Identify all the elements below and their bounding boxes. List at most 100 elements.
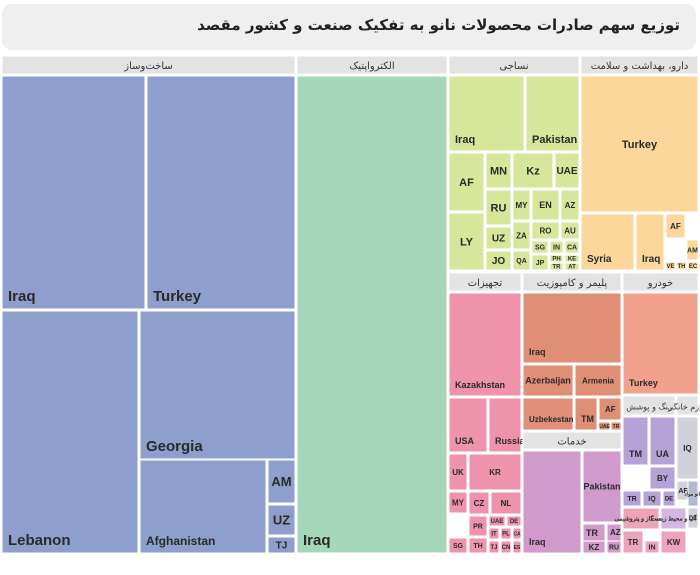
- tile-label: TR: [553, 265, 562, 271]
- tile-label: TR: [627, 496, 636, 503]
- treemap-tile-georgia-3: [140, 311, 295, 459]
- tile-label: CA: [513, 531, 521, 537]
- group-header-label: خودرو: [647, 278, 673, 289]
- treemap-tile-turkey-1: [147, 76, 295, 309]
- tile-label: IN: [649, 545, 656, 552]
- tile-label: AF: [605, 405, 616, 414]
- tile-label: AF: [670, 222, 681, 231]
- tile-label: KW: [667, 538, 681, 547]
- tile-label: RO: [540, 226, 552, 235]
- tile-label: PH: [552, 257, 560, 263]
- tile-label: TR: [628, 538, 639, 547]
- tile-label: نانو مواد: [684, 491, 700, 497]
- tile-label: CA: [567, 245, 577, 252]
- tile-label: Azerbaijan: [525, 376, 571, 386]
- tile-label: SG: [453, 543, 464, 550]
- tile-label: USA: [455, 436, 475, 446]
- tile-label: KR: [489, 468, 501, 477]
- tile-label: QA: [516, 258, 527, 265]
- tile-label: TH: [678, 264, 686, 270]
- tile-label: AM: [687, 248, 698, 255]
- tile-label: AZ: [610, 528, 621, 537]
- tile-label: KZ: [589, 543, 600, 552]
- tile-label: Armenia: [582, 376, 615, 385]
- tile-label: Russia: [495, 436, 526, 446]
- tile-label: IQ: [683, 444, 691, 453]
- tile-label: MY: [516, 201, 529, 210]
- tile-label: AZ: [565, 201, 576, 210]
- group-header-label: ساخت‌وساز: [123, 61, 173, 72]
- tile-label: TR: [586, 528, 598, 538]
- tile-label: IQ: [648, 496, 656, 503]
- tile-label: Uzbekestan: [529, 415, 574, 424]
- group-header-label: پلیمر و کامپوزیت: [537, 278, 608, 289]
- tile-label: IN: [553, 245, 560, 252]
- group-header-label: رنگ و پوشش: [626, 402, 672, 412]
- tile-label: JO: [492, 256, 506, 267]
- treemap-tile-uzbekestan-64: [523, 398, 573, 430]
- tile-label: AT: [568, 265, 576, 271]
- tile-label: Iraq: [529, 347, 546, 357]
- tile-label: BY: [657, 474, 669, 483]
- tile-label: Iraq: [455, 134, 475, 146]
- tile-label: TM: [629, 449, 642, 459]
- tile-label: Iraq: [642, 254, 660, 265]
- group-header-label: لوازم خانگی: [667, 402, 700, 412]
- tile-label: AF: [459, 177, 474, 189]
- tile-label: Georgia: [146, 438, 203, 455]
- tile-label: CN: [502, 545, 511, 551]
- tile-label: KE: [568, 257, 576, 263]
- tile-label: VE: [666, 264, 674, 270]
- tile-label: Iraq: [303, 532, 331, 549]
- tile-label: LY: [460, 236, 474, 248]
- tile-label: Iraq: [8, 288, 36, 305]
- tile-label: DE: [665, 497, 673, 503]
- tile-label: ZA: [516, 231, 527, 240]
- tile-label: Lebanon: [8, 532, 71, 549]
- tile-label: TM: [581, 414, 594, 424]
- tile-label: EN: [539, 200, 552, 210]
- tile-label: Turkey: [153, 288, 202, 305]
- tile-label: PR: [473, 524, 483, 531]
- group-header-label: دارو، بهداشت و سلامت: [591, 61, 689, 72]
- tile-label: MN: [490, 165, 507, 177]
- tile-label: Turkey: [622, 139, 658, 151]
- tile-label: TJ: [490, 545, 497, 551]
- tile-label: CZ: [474, 499, 485, 508]
- tile-label: ES: [514, 545, 521, 551]
- treemap-tile-iraq-0: [2, 76, 145, 309]
- tile-label: TJ: [276, 541, 288, 552]
- tile-label: TR: [613, 424, 620, 430]
- tile-label: MY: [452, 498, 465, 507]
- group-header-label: تجهیزات: [468, 278, 503, 289]
- tile-label: Pakistan: [532, 134, 578, 146]
- treemap-tile-lebanon-2: [2, 311, 138, 553]
- tile-label: SG: [535, 245, 546, 252]
- tile-label: آب و محیط زیست: [651, 515, 698, 523]
- tile-label: UK: [452, 468, 464, 477]
- tile-label: Kz: [526, 165, 540, 177]
- tile-label: AU: [564, 226, 576, 235]
- tile-label: PL: [502, 532, 510, 538]
- tile-label: UAE: [599, 424, 610, 430]
- tile-label: NL: [501, 499, 512, 508]
- tile-label: Syria: [587, 254, 612, 265]
- tile-label: Turkey: [629, 378, 658, 388]
- treemap-tile-iraq-8: [297, 76, 447, 553]
- tile-label: UZ: [273, 513, 290, 528]
- tile-label: RU: [491, 202, 507, 214]
- group-header-label: خدمات: [557, 437, 586, 448]
- group-header-label: الکترواپتیک: [349, 61, 394, 72]
- tile-label: EC: [689, 264, 698, 270]
- tile-label: RU: [609, 545, 619, 552]
- tile-label: AM: [271, 474, 291, 489]
- tile-label: Afghanistan: [146, 534, 215, 548]
- tile-label: Iraq: [529, 537, 546, 547]
- tiles-layer: Iraq Turkey Lebanon Georgia Afghanistan AM UZ T…: [2, 76, 700, 553]
- tile-label: TH: [473, 543, 482, 550]
- tile-label: Pakistan: [583, 482, 620, 492]
- tile-label: JP: [536, 260, 545, 267]
- tile-label: Kazakhstan: [455, 380, 505, 390]
- tile-label: UAE: [556, 166, 577, 177]
